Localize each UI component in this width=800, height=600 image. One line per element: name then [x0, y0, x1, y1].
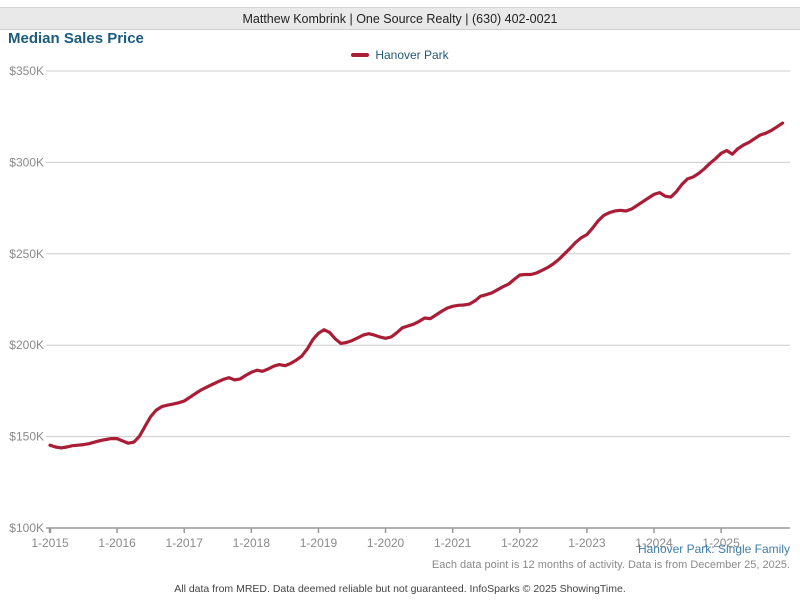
y-axis-tick-label: $100K — [9, 521, 44, 535]
agent-info-text: Matthew Kombrink | One Source Realty | (… — [242, 11, 558, 26]
x-axis-tick-label: 1-2019 — [300, 536, 338, 550]
y-axis-tick-label: $300K — [9, 155, 44, 169]
x-axis-tick-label: 1-2024 — [635, 536, 673, 550]
y-axis-tick-label: $150K — [9, 430, 44, 444]
x-axis-tick-label: 1-2016 — [98, 536, 136, 550]
x-axis-tick-label: 1-2018 — [233, 536, 271, 550]
x-axis-tick-label: 1-2022 — [501, 536, 539, 550]
legend-line-swatch — [351, 53, 370, 57]
agent-header-bar: Matthew Kombrink | One Source Realty | (… — [0, 7, 800, 30]
data-footnote: Each data point is 12 months of activity… — [431, 559, 790, 571]
x-axis-tick-label: 1-2017 — [166, 536, 204, 550]
y-axis-tick-label: $350K — [9, 64, 44, 78]
x-axis-tick-label: 1-2021 — [434, 536, 472, 550]
legend-label: Hanover Park — [375, 48, 449, 62]
chart-legend: Hanover Park — [0, 48, 800, 62]
x-axis-tick-label: 1-2015 — [31, 536, 69, 550]
page-title: Median Sales Price — [8, 30, 144, 47]
series-footnote: Hanover Park: Single Family — [637, 542, 790, 556]
x-axis-tick-label: 1-2023 — [568, 536, 606, 550]
y-axis-tick-label: $250K — [9, 247, 44, 261]
hanover-park-price-line — [48, 121, 785, 450]
x-axis-tick-label: 1-2025 — [702, 536, 740, 550]
x-axis-tick-label: 1-2020 — [367, 536, 405, 550]
disclaimer-text: All data from MRED. Data deemed reliable… — [174, 583, 626, 595]
y-axis-tick-label: $200K — [9, 338, 44, 352]
